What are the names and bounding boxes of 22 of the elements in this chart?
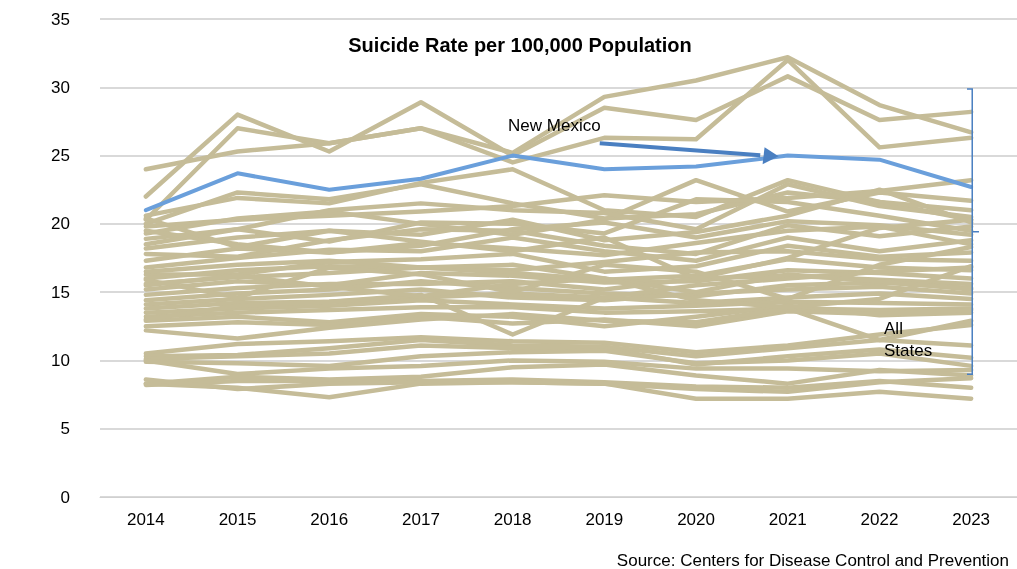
series-label: New Mexico xyxy=(508,116,601,136)
x-tick-label: 2019 xyxy=(585,510,624,529)
source-note: Source: Centers for Disease Control and Prevention xyxy=(616,551,1009,569)
y-tick-label: 0 xyxy=(60,487,70,507)
x-tick-label: 2022 xyxy=(860,510,899,529)
y-tick-label: 10 xyxy=(51,350,70,370)
x-tick-label: 2015 xyxy=(218,510,257,529)
y-tick-label: 15 xyxy=(51,282,70,302)
x-tick-label: 2016 xyxy=(310,510,349,529)
x-tick-label: 2023 xyxy=(952,510,991,529)
x-tick-label: 2017 xyxy=(402,510,440,529)
y-tick-label: 25 xyxy=(51,146,70,166)
x-tick-label: 2014 xyxy=(126,510,165,529)
x-tick-label: 2020 xyxy=(677,510,715,529)
y-tick-label: 30 xyxy=(51,77,70,97)
text: Suicide Rate per 100,000 Population xyxy=(348,34,692,56)
annotation: All States xyxy=(884,319,933,361)
y-tick-label: 5 xyxy=(60,419,70,439)
y-tick-label: 35 xyxy=(51,9,70,29)
y-tick-label: 20 xyxy=(51,214,70,234)
x-tick-label: 2018 xyxy=(493,510,532,529)
x-tick-label: 2021 xyxy=(768,510,807,529)
